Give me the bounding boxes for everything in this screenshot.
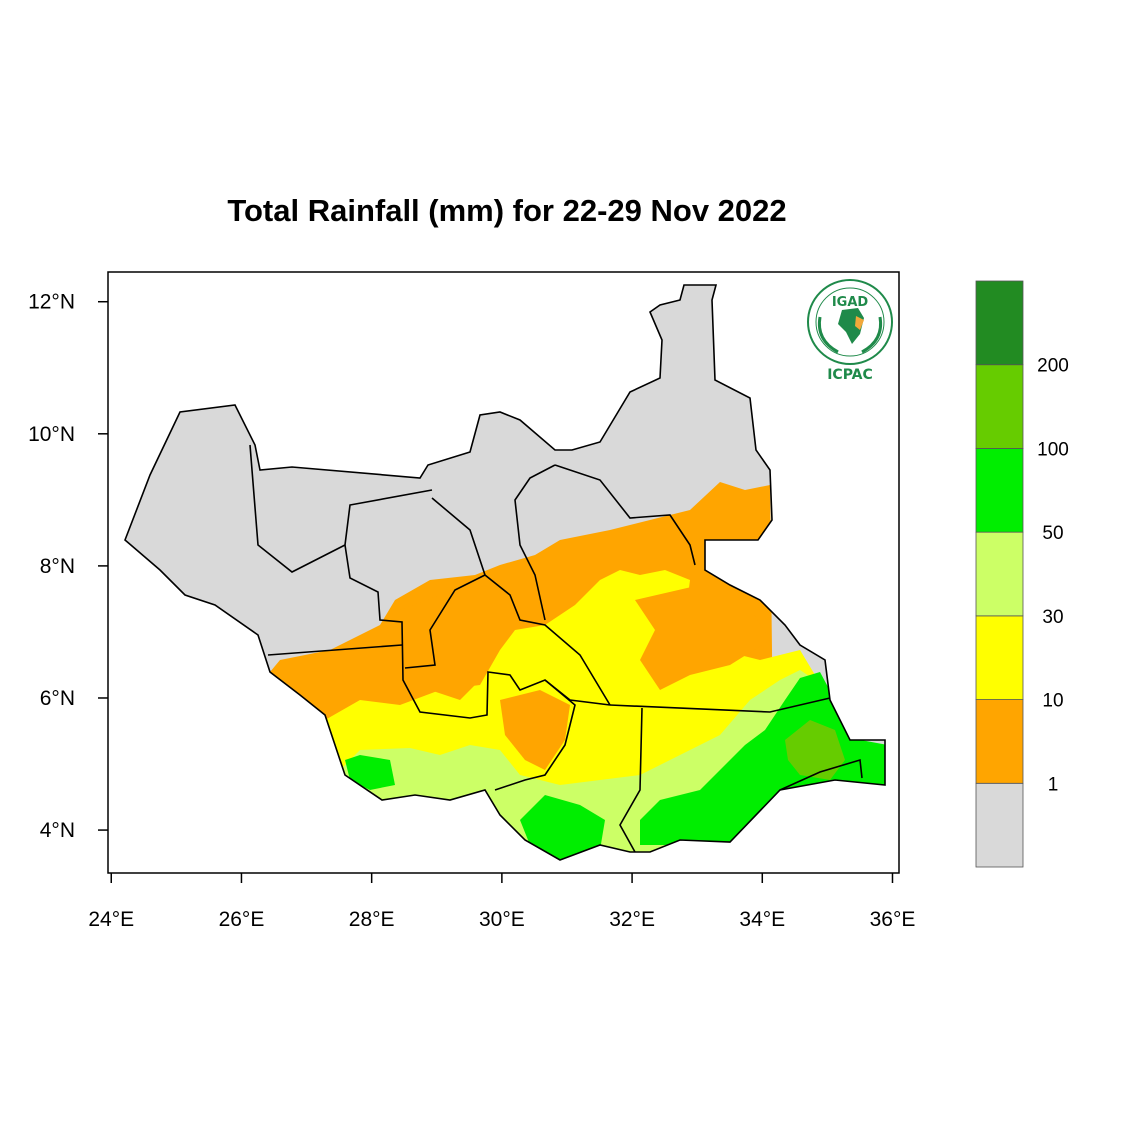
state-boundary bbox=[404, 574, 486, 669]
legend-threshold-label: 1 bbox=[1048, 774, 1059, 795]
y-tick-label: 12°N bbox=[28, 291, 75, 314]
state-boundary bbox=[514, 464, 556, 621]
state-boundary bbox=[344, 489, 433, 546]
x-tick-label: 28°E bbox=[349, 908, 395, 931]
country-boundary bbox=[124, 284, 886, 861]
x-axis: 24°E 26°E 28°E 30°E 32°E 34°E 36°E bbox=[88, 873, 915, 931]
legend-swatch bbox=[975, 782, 1024, 868]
legend-swatch bbox=[975, 280, 1024, 366]
logo-top-text: IGAD bbox=[832, 295, 869, 310]
rain-class-50-100 bbox=[345, 755, 395, 790]
legend-threshold-label: 100 bbox=[1037, 439, 1069, 460]
rain-class-100-200 bbox=[785, 720, 845, 780]
igad-icpac-logo: IGAD ICPAC bbox=[807, 279, 893, 383]
x-tick-label: 34°E bbox=[739, 908, 785, 931]
rain-class-50-100 bbox=[520, 795, 605, 860]
state-boundary bbox=[554, 464, 696, 566]
x-tick-label: 36°E bbox=[870, 908, 916, 931]
map-title: Total Rainfall (mm) for 22-29 Nov 2022 bbox=[227, 193, 786, 228]
x-tick-label: 30°E bbox=[479, 908, 525, 931]
y-axis: 4°N 6°N 8°N 10°N 12°N bbox=[28, 291, 108, 842]
rain-class-1-10 bbox=[400, 595, 480, 700]
y-tick-label: 4°N bbox=[40, 819, 75, 842]
rainfall-legend: 1 10 30 50 100 200 bbox=[975, 280, 1069, 868]
legend-swatch bbox=[975, 364, 1024, 449]
legend-swatch bbox=[975, 448, 1024, 533]
state-boundary bbox=[249, 444, 346, 573]
state-boundary bbox=[619, 707, 643, 853]
state-boundary bbox=[494, 679, 576, 791]
state-boundary bbox=[431, 497, 611, 706]
y-tick-label: 10°N bbox=[28, 423, 75, 446]
rain-class-1-10 bbox=[635, 585, 770, 690]
y-tick-label: 8°N bbox=[40, 555, 75, 578]
legend-threshold-label: 50 bbox=[1042, 523, 1063, 544]
legend-swatch bbox=[975, 615, 1024, 700]
state-boundary bbox=[779, 758, 863, 791]
x-tick-label: 26°E bbox=[219, 908, 265, 931]
y-tick-label: 6°N bbox=[40, 687, 75, 710]
state-boundary bbox=[267, 644, 403, 656]
state-boundary bbox=[344, 544, 611, 719]
x-tick-label: 24°E bbox=[88, 908, 134, 931]
legend-threshold-label: 30 bbox=[1042, 607, 1063, 628]
rain-class-1-10 bbox=[500, 690, 570, 770]
state-boundary bbox=[609, 697, 831, 713]
legend-threshold-label: 200 bbox=[1037, 356, 1069, 377]
legend-swatch bbox=[975, 699, 1024, 784]
x-tick-label: 32°E bbox=[609, 908, 655, 931]
legend-swatch bbox=[975, 531, 1024, 617]
legend-threshold-label: 10 bbox=[1042, 691, 1063, 712]
admin-boundaries bbox=[124, 284, 886, 861]
logo-bottom-text: ICPAC bbox=[827, 367, 873, 383]
